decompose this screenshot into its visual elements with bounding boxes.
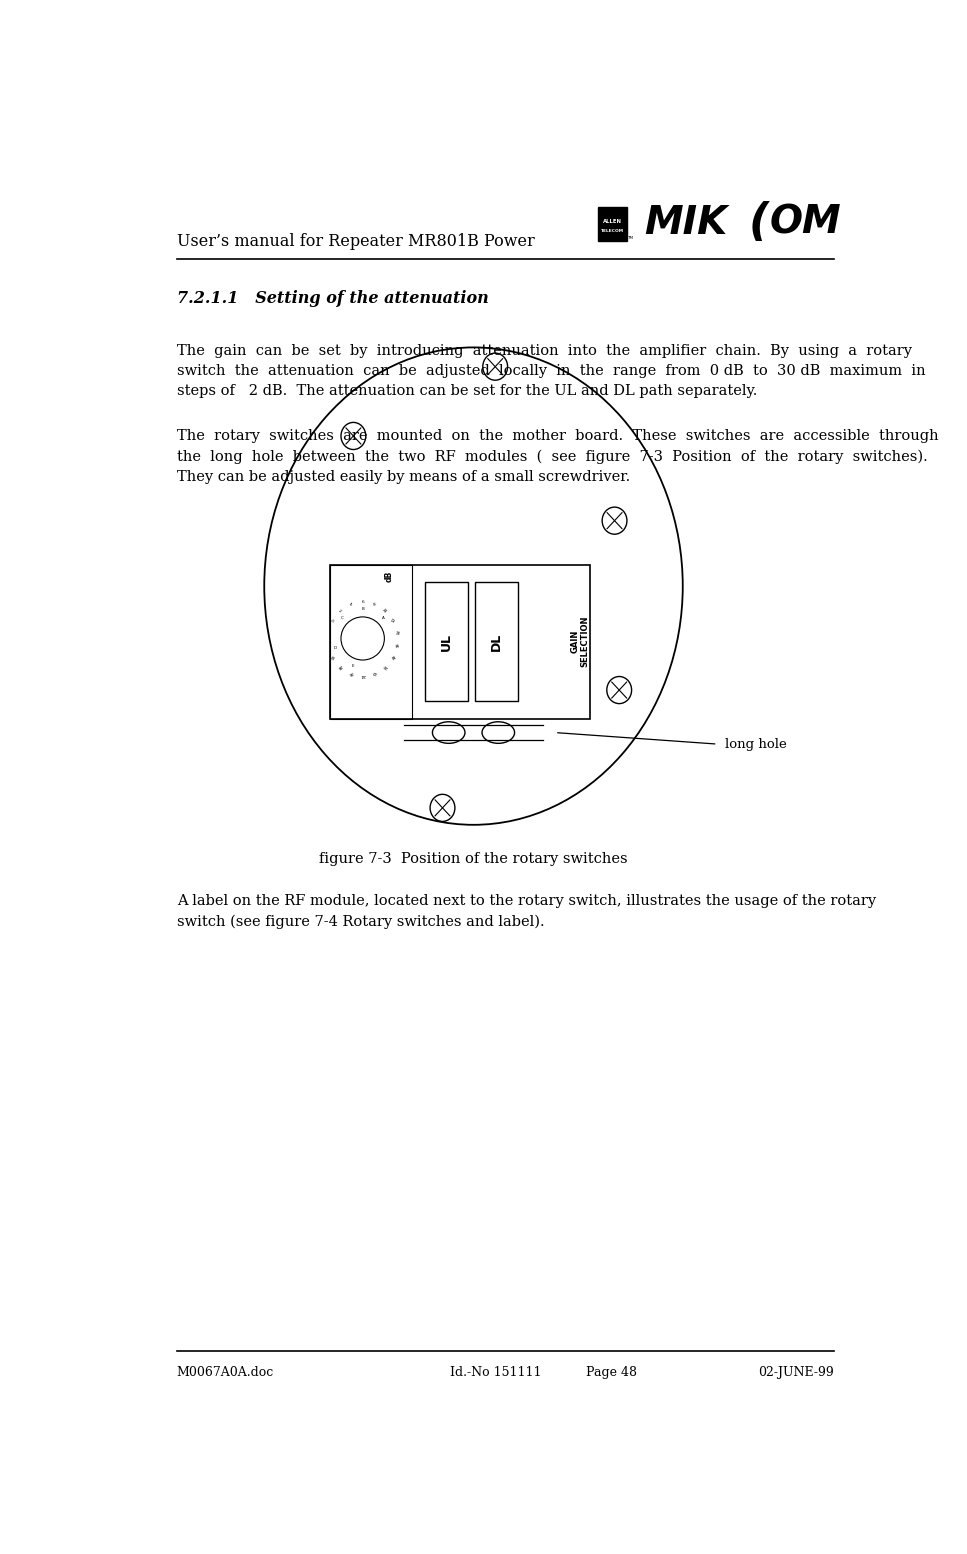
Text: 0: 0	[329, 618, 334, 623]
Text: 22: 22	[372, 670, 378, 676]
Text: Id.-No 151111: Id.-No 151111	[450, 1366, 542, 1378]
Text: A label on the RF module, located next to the rotary switch, illustrates the usa: A label on the RF module, located next t…	[177, 894, 876, 908]
Text: 30: 30	[328, 653, 335, 660]
Text: GAIN
SELECTION: GAIN SELECTION	[571, 615, 590, 667]
Text: 7.2.1.1   Setting of the attenuation: 7.2.1.1 Setting of the attenuation	[177, 289, 488, 306]
Text: 24: 24	[360, 673, 366, 676]
Text: DL: DL	[490, 632, 503, 651]
Text: 20: 20	[383, 664, 390, 670]
Bar	[330, 564, 590, 718]
Text: long hole: long hole	[725, 738, 787, 751]
Text: D: D	[334, 646, 337, 651]
Text: 18: 18	[391, 653, 397, 660]
Text: figure 7-3  Position of the rotary switches: figure 7-3 Position of the rotary switch…	[319, 852, 628, 866]
Text: 6: 6	[362, 600, 364, 605]
Text: dB: dB	[384, 570, 394, 581]
Text: E: E	[351, 664, 354, 668]
Text: switch (see figure 7-4 Rotary switches and label).: switch (see figure 7-4 Rotary switches a…	[177, 914, 544, 929]
Text: 16: 16	[396, 642, 401, 648]
Text: switch  the  attenuation  can  be  adjusted  locally  in  the  range  from  0 dB: switch the attenuation can be adjusted l…	[177, 364, 925, 378]
Text: The  gain  can  be  set  by  introducing  attenuation  into  the  amplifier  cha: The gain can be set by introducing atten…	[177, 343, 912, 357]
Text: MIK: MIK	[644, 204, 727, 242]
Text: the  long  hole  between  the  two  RF  modules  (  see  figure  7-3  Position  : the long hole between the two RF modules…	[177, 449, 927, 465]
Text: C: C	[340, 615, 343, 620]
Text: Page 48: Page 48	[586, 1366, 637, 1378]
Bar	[475, 581, 517, 701]
Bar	[425, 581, 468, 701]
Circle shape	[341, 617, 384, 660]
Text: TELECOM: TELECOM	[601, 228, 624, 233]
Text: 4: 4	[348, 601, 352, 606]
Text: A: A	[382, 615, 385, 620]
Text: OM: OM	[770, 204, 841, 242]
Text: (: (	[748, 200, 769, 244]
Text: TM: TM	[627, 236, 633, 241]
Text: 02-JUNE-99: 02-JUNE-99	[758, 1366, 834, 1378]
Bar	[598, 207, 627, 241]
Text: M0067A0A.doc: M0067A0A.doc	[177, 1366, 274, 1378]
Text: UL: UL	[440, 632, 454, 651]
Text: User’s manual for Repeater MR801B Power: User’s manual for Repeater MR801B Power	[177, 233, 535, 250]
Text: ALLEN: ALLEN	[602, 219, 622, 224]
Text: They can be adjusted easily by means of a small screwdriver.: They can be adjusted easily by means of …	[177, 471, 630, 485]
Text: 14: 14	[396, 629, 401, 636]
Bar	[330, 564, 412, 718]
Text: 12: 12	[391, 617, 397, 623]
Text: B: B	[362, 608, 365, 611]
Text: The  rotary  switches  are  mounted  on  the  mother  board.  These  switches  a: The rotary switches are mounted on the m…	[177, 429, 938, 443]
Text: 26: 26	[347, 670, 354, 676]
Text: 28: 28	[336, 664, 342, 670]
Text: 2: 2	[337, 608, 341, 614]
Text: 8: 8	[373, 601, 377, 606]
Text: 10: 10	[383, 608, 390, 614]
Text: steps of   2 dB.  The attenuation can be set for the UL and DL path separately.: steps of 2 dB. The attenuation can be se…	[177, 384, 757, 398]
